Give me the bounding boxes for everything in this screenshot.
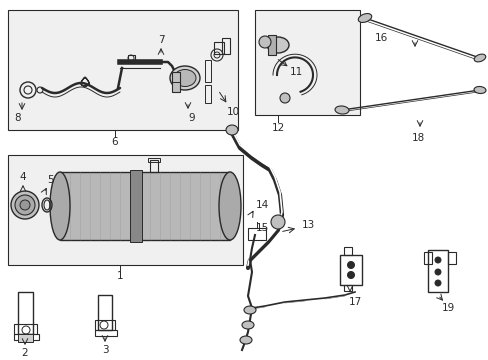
Bar	[204, 85, 210, 103]
Text: 17: 17	[347, 297, 361, 307]
Bar	[14, 334, 39, 340]
Bar	[18, 292, 33, 334]
Ellipse shape	[219, 172, 241, 240]
Text: 14: 14	[255, 200, 268, 210]
Bar	[8, 10, 238, 130]
Ellipse shape	[50, 172, 70, 240]
Bar	[95, 320, 115, 330]
Circle shape	[270, 215, 285, 229]
Circle shape	[434, 269, 440, 275]
Circle shape	[347, 271, 354, 279]
Ellipse shape	[358, 14, 371, 22]
Bar	[172, 72, 180, 92]
Circle shape	[11, 191, 39, 219]
Text: 7: 7	[157, 35, 164, 45]
Ellipse shape	[225, 125, 238, 135]
Text: 13: 13	[301, 220, 314, 230]
Circle shape	[20, 200, 30, 210]
Bar	[343, 247, 351, 255]
Bar	[423, 252, 431, 264]
Bar	[148, 158, 160, 162]
Bar	[130, 170, 142, 242]
Circle shape	[347, 261, 354, 269]
Bar	[222, 38, 229, 54]
Circle shape	[434, 280, 440, 286]
Bar	[214, 42, 224, 54]
Text: 6: 6	[111, 137, 118, 147]
Text: 2: 2	[21, 348, 28, 358]
Circle shape	[434, 257, 440, 263]
Bar	[14, 324, 37, 334]
Bar	[8, 155, 243, 265]
Bar	[447, 252, 455, 264]
Text: 12: 12	[271, 123, 284, 133]
Circle shape	[280, 93, 289, 103]
Circle shape	[15, 195, 35, 215]
Ellipse shape	[244, 306, 256, 314]
Text: 5: 5	[46, 175, 53, 185]
Text: 8: 8	[15, 113, 21, 123]
Text: 16: 16	[374, 33, 387, 43]
Text: 9: 9	[188, 113, 195, 123]
Text: 11: 11	[289, 67, 302, 77]
Bar	[98, 295, 112, 330]
Text: 4: 4	[20, 172, 26, 182]
Bar	[128, 55, 135, 62]
Text: 18: 18	[410, 133, 424, 143]
Bar	[95, 330, 117, 336]
Bar	[254, 10, 359, 115]
Circle shape	[259, 36, 270, 48]
Bar	[247, 228, 265, 240]
Bar	[343, 285, 351, 291]
Ellipse shape	[242, 321, 253, 329]
Text: 19: 19	[441, 303, 454, 313]
Ellipse shape	[240, 336, 251, 344]
Text: 10: 10	[226, 107, 239, 117]
Bar	[204, 60, 210, 82]
Text: 1: 1	[117, 271, 123, 281]
Text: 3: 3	[102, 345, 108, 355]
Ellipse shape	[473, 86, 485, 94]
Bar	[267, 35, 275, 55]
Bar	[150, 160, 158, 172]
Bar	[339, 255, 361, 285]
Ellipse shape	[174, 69, 196, 86]
Ellipse shape	[473, 54, 485, 62]
Ellipse shape	[170, 66, 200, 90]
Text: 15: 15	[255, 223, 268, 233]
Bar	[18, 334, 33, 342]
Ellipse shape	[266, 37, 288, 53]
Ellipse shape	[334, 106, 348, 114]
Bar	[60, 172, 229, 240]
Bar	[427, 250, 447, 292]
